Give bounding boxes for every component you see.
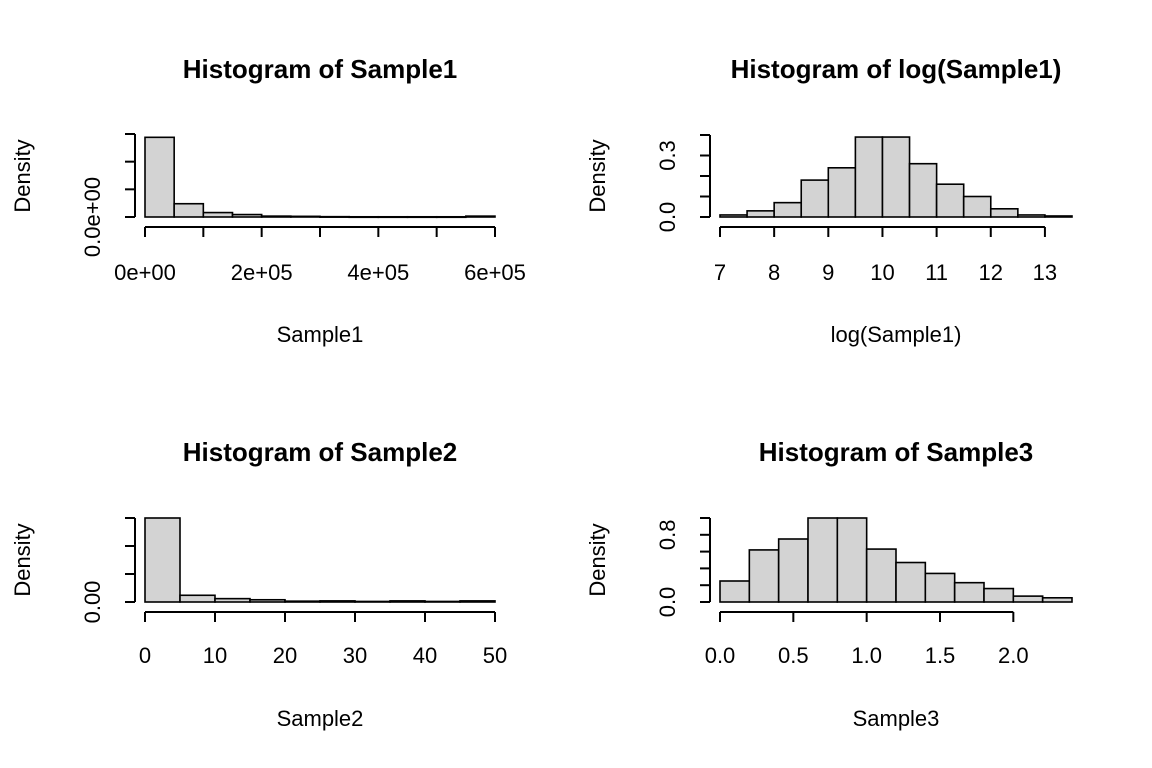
x-tick-label: 8 (768, 260, 780, 285)
histogram-bar (924, 572, 956, 603)
histogram-bar (459, 600, 496, 603)
x-tick-label: 1.0 (851, 643, 882, 668)
x-axis-label: Sample1 (277, 322, 364, 347)
y-tick-label: 0.8 (655, 520, 680, 551)
x-axis-label: Sample2 (277, 706, 364, 731)
histogram-bar (865, 548, 897, 603)
x-tick-label: 11 (925, 260, 948, 285)
histogram-bar (377, 215, 409, 219)
x-tick-label: 0e+00 (114, 260, 176, 285)
y-tick-label: 0.0 (655, 202, 680, 233)
histogram-bar (249, 598, 286, 603)
panel-log-sample1: Histogram of log(Sample1) log(Sample1) D… (585, 54, 1073, 347)
x-tick-label: 1.5 (925, 643, 956, 668)
x-axis-label: Sample3 (853, 706, 940, 731)
histogram-bar (144, 136, 175, 218)
x-tick-label: 0.5 (778, 643, 809, 668)
histogram-bar (746, 210, 775, 218)
y-tick-label: 0.0e+00 (80, 177, 105, 257)
histogram-bar (424, 600, 461, 603)
histogram-bar (290, 215, 321, 218)
histogram-bar (908, 162, 938, 218)
x-tick-label: 7 (714, 260, 726, 285)
x-axis-label: log(Sample1) (831, 322, 962, 347)
y-axis-label: Density (585, 139, 610, 212)
histogram-bar (173, 202, 205, 218)
histogram-bar (854, 136, 884, 218)
histogram-bar (881, 136, 911, 218)
x-tick-label: 6e+05 (464, 260, 526, 285)
histogram-bar (800, 179, 830, 218)
histogram-bar (214, 597, 251, 603)
chart-title: Histogram of Sample1 (183, 54, 458, 84)
histogram-bar (962, 195, 992, 218)
histogram-bar (202, 211, 234, 218)
x-tick-label: 20 (273, 643, 297, 668)
histogram-bar (435, 215, 467, 219)
y-tick-label: 0.3 (655, 140, 680, 171)
panel-sample2: Histogram of Sample2 Sample2 Density 0 10… (10, 437, 507, 731)
histogram-bar (406, 215, 438, 219)
histogram-bar (354, 600, 391, 603)
histogram-bar (1041, 596, 1073, 603)
histogram-bar (827, 167, 857, 218)
histogram-bar (319, 600, 356, 603)
chart-title: Histogram of Sample3 (759, 437, 1034, 467)
histogram-bar (836, 517, 868, 603)
x-tick-label: 12 (979, 260, 1003, 285)
x-tick-label: 4e+05 (347, 260, 409, 285)
x-tick-label: 9 (822, 260, 834, 285)
y-axis-label: Density (585, 523, 610, 596)
panel-sample3: Histogram of Sample3 Sample3 Density 0.0… (585, 437, 1073, 731)
histogram-bar (773, 201, 803, 218)
histogram-bar (465, 215, 496, 218)
x-tick-label: 0.0 (705, 643, 736, 668)
histogram-bar (284, 600, 321, 603)
x-tick-label: 2.0 (998, 643, 1029, 668)
histogram-bar (935, 183, 965, 218)
histogram-bar (719, 580, 751, 603)
histogram-bar (719, 214, 748, 218)
chart-title: Histogram of Sample2 (183, 437, 458, 467)
histogram-bar (983, 587, 1015, 603)
chart-title: Histogram of log(Sample1) (731, 54, 1062, 84)
histogram-bar (1012, 595, 1044, 603)
x-tick-label: 30 (343, 643, 367, 668)
histogram-bar (1044, 215, 1073, 218)
histogram-bar (807, 517, 839, 603)
histogram-bar (1017, 214, 1046, 218)
histogram-bar (231, 213, 263, 218)
y-axis-label: Density (10, 139, 35, 212)
panel-sample1: Histogram of Sample1 Sample1 Density 0e+… (10, 54, 526, 347)
histogram-bar (777, 538, 809, 603)
y-tick-label: 0.00 (80, 581, 105, 624)
x-tick-label: 10 (203, 643, 227, 668)
histogram-bar (144, 517, 181, 603)
x-tick-label: 50 (483, 643, 507, 668)
histogram-bar (748, 549, 780, 603)
x-tick-label: 13 (1033, 260, 1057, 285)
histogram-bar (319, 215, 350, 218)
x-tick-label: 40 (413, 643, 437, 668)
y-tick-label: 0.0 (655, 587, 680, 618)
histogram-bar (989, 208, 1019, 218)
histogram-bar (953, 581, 985, 603)
histogram-bar (260, 215, 292, 218)
histogram-bar (179, 594, 216, 603)
x-tick-label: 2e+05 (231, 260, 293, 285)
x-tick-label: 0 (139, 643, 151, 668)
histogram-bar (348, 215, 380, 219)
x-tick-label: 10 (870, 260, 894, 285)
histogram-bar (895, 561, 927, 603)
y-axis-label: Density (10, 523, 35, 596)
histogram-bar (389, 600, 426, 603)
